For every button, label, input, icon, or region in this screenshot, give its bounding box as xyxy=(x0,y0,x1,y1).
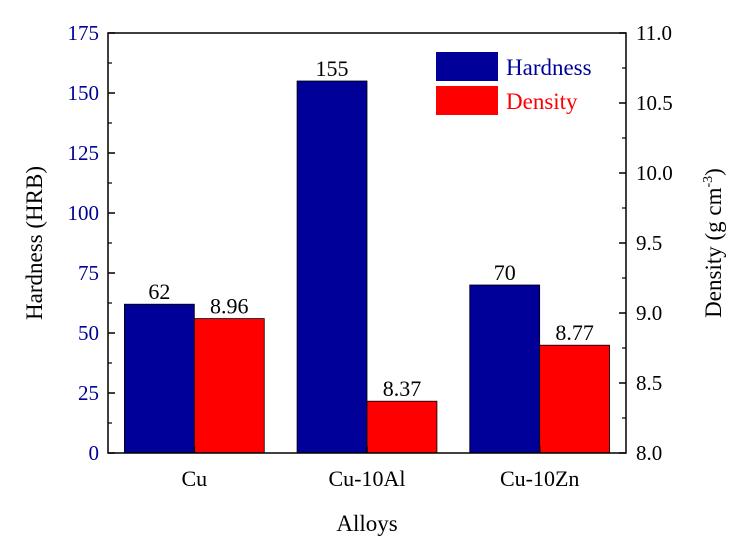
legend-swatch-hardness xyxy=(436,52,498,81)
legend-label-density: Density xyxy=(506,89,578,114)
right-tick-label: 9.0 xyxy=(636,301,662,325)
left-tick-label: 125 xyxy=(68,141,100,165)
data-label-hardness-cu-10al: 155 xyxy=(316,56,349,81)
right-y-axis-title: Density (g cm-3) xyxy=(701,168,726,318)
bar-density-cu xyxy=(193,318,265,454)
left-tick-label: 175 xyxy=(68,21,100,45)
left-y-axis-title: Hardness (HRB) xyxy=(22,166,47,320)
left-tick-label: 0 xyxy=(89,441,100,465)
data-label-density-cu-10al: 8.37 xyxy=(383,376,422,401)
data-label-density-cu: 8.96 xyxy=(210,294,249,319)
right-y-axis-title-main: Density (g cm xyxy=(701,187,726,317)
x-tick-label: Cu-10Al xyxy=(329,466,406,491)
right-tick-label: 9.5 xyxy=(636,231,662,255)
right-tick-label: 11.0 xyxy=(636,21,672,45)
right-y-axis-title-superscript: -3 xyxy=(701,176,716,188)
legend-swatch-density xyxy=(436,86,498,115)
left-tick-label: 50 xyxy=(78,321,99,345)
left-y-axis: 0 25 50 75 100 125 150 175 xyxy=(68,21,115,465)
left-tick-label: 25 xyxy=(78,381,99,405)
right-tick-label: 10.0 xyxy=(636,161,673,185)
x-tick-label: Cu-10Zn xyxy=(500,466,579,491)
right-tick-label: 8.0 xyxy=(636,441,662,465)
legend: Hardness Density xyxy=(436,52,592,115)
right-y-axis-title-end: ) xyxy=(701,168,726,176)
bar-hardness-cu-10al xyxy=(296,80,368,454)
bars-layer xyxy=(124,80,610,454)
data-label-hardness-cu: 62 xyxy=(148,279,170,304)
bar-hardness-cu-10zn xyxy=(469,284,541,454)
left-tick-label: 75 xyxy=(78,261,99,285)
value-labels-layer: 62 155 70 8.96 8.37 8.77 xyxy=(148,56,594,401)
bar-hardness-cu xyxy=(124,303,195,454)
data-label-hardness-cu-10zn: 70 xyxy=(494,260,516,285)
x-axis-title: Alloys xyxy=(336,511,397,536)
left-tick-label: 150 xyxy=(68,81,100,105)
data-label-density-cu-10zn: 8.77 xyxy=(555,320,594,345)
legend-label-hardness: Hardness xyxy=(506,55,592,80)
right-tick-label: 10.5 xyxy=(636,91,673,115)
left-tick-label: 100 xyxy=(68,201,100,225)
right-y-axis: 8.0 8.5 9.0 9.5 10.0 10.5 11.0 xyxy=(619,21,673,465)
right-tick-label: 8.5 xyxy=(636,371,662,395)
x-tick-label: Cu xyxy=(181,466,207,491)
bar-density-cu-10al xyxy=(366,400,438,454)
x-axis: Cu Cu-10Al Cu-10Zn xyxy=(181,446,579,491)
bar-density-cu-10zn xyxy=(539,344,610,454)
